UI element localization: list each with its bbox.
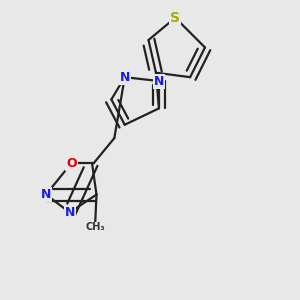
Text: N: N — [64, 206, 75, 219]
Text: S: S — [170, 11, 180, 25]
Text: CH₃: CH₃ — [85, 222, 105, 232]
Text: N: N — [119, 71, 130, 84]
Text: O: O — [66, 157, 76, 170]
Text: N: N — [41, 188, 51, 201]
Text: N: N — [154, 74, 164, 88]
